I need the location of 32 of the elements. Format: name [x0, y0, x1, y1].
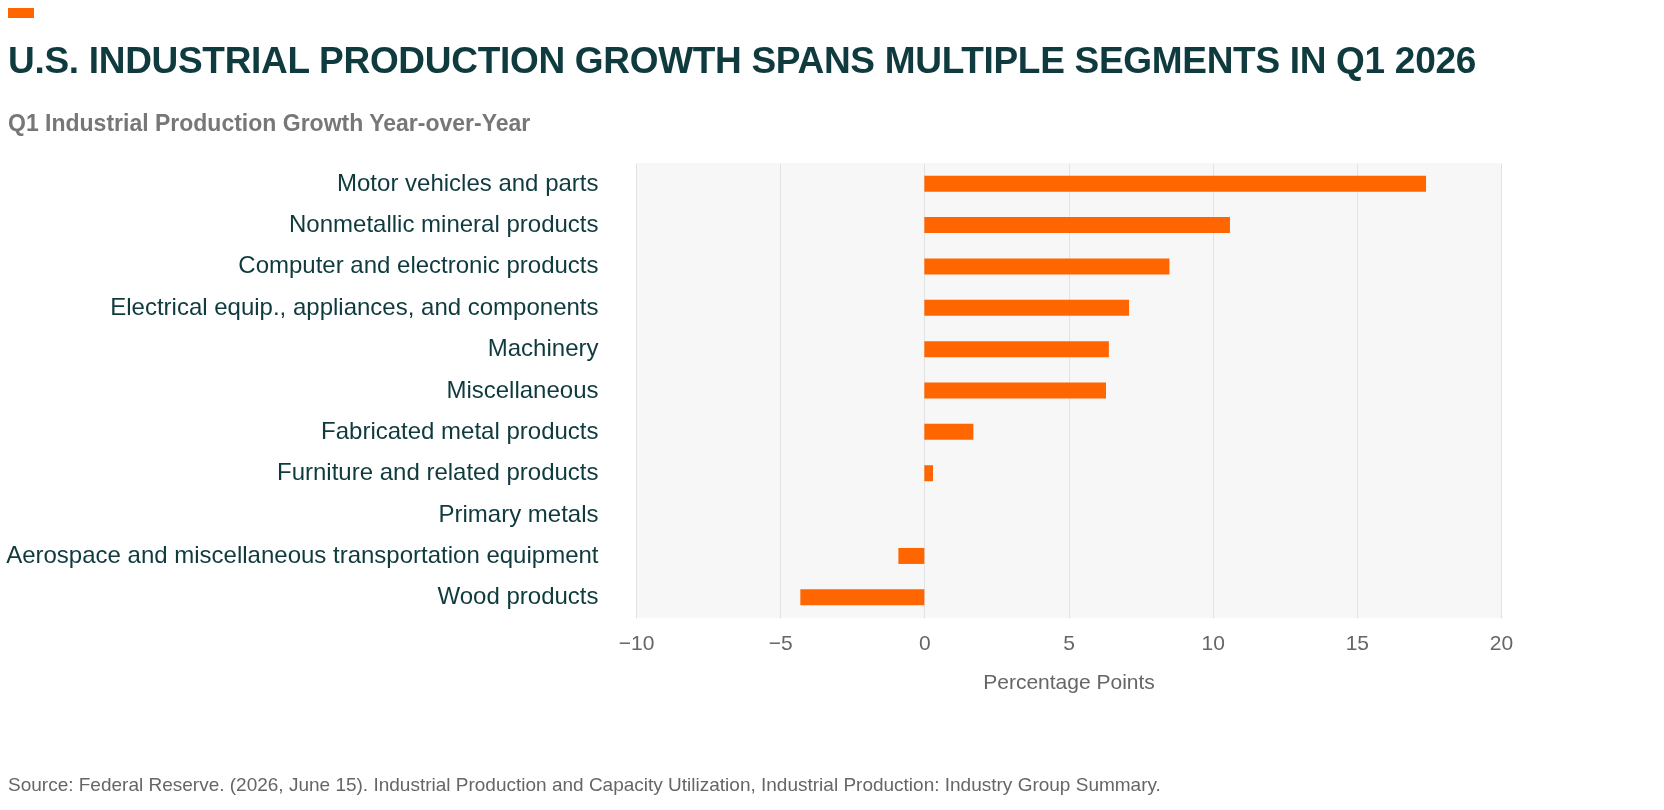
- bar: [924, 217, 1230, 234]
- x-tick-label: 10: [1201, 630, 1225, 654]
- y-tick-label: Machinery: [487, 334, 599, 362]
- bar: [924, 175, 1427, 192]
- y-tick-label: Motor vehicles and parts: [337, 168, 599, 196]
- y-tick-label: Miscellaneous: [446, 375, 599, 403]
- bar: [924, 465, 933, 482]
- bar: [924, 258, 1170, 275]
- bar: [800, 589, 925, 606]
- text: Q1 Industrial Production Growth Year-over-Year: [8, 110, 531, 137]
- y-tick-label: Nonmetallic mineral products: [289, 210, 599, 238]
- y-tick-label: Wood products: [437, 582, 599, 610]
- y-tick-label: Electrical equip., appliances, and components: [110, 292, 599, 320]
- y-tick-label: Fabricated metal products: [321, 416, 599, 444]
- x-tick-label: −5: [768, 630, 793, 654]
- chart-title: U.S. INDUSTRIAL PRODUCTION GROWTH SPANS MULTIPLE SEGMENTS IN Q1 2026: [8, 40, 1476, 82]
- bar: [924, 341, 1109, 358]
- bar: [924, 423, 974, 440]
- bar: [924, 382, 1106, 399]
- bar: [898, 547, 925, 564]
- y-tick-label: Computer and electronic products: [238, 251, 599, 279]
- y-tick-label: Aerospace and miscellaneous transportation equipment: [6, 540, 599, 568]
- x-tick-label: −10: [618, 630, 655, 654]
- source-note: Source: Federal Reserve. (2026, June 15). Industrial Production and Capacity Utilization, Industrial Production: Industry Group Summary.: [8, 774, 1161, 796]
- x-tick-label: 5: [1063, 630, 1075, 654]
- y-tick-label: Furniture and related products: [276, 458, 599, 486]
- y-tick-label: Primary metals: [438, 499, 599, 527]
- bar: [924, 299, 1130, 316]
- x-tick-label: 15: [1345, 630, 1370, 654]
- x-tick-label: 0: [918, 630, 931, 654]
- x-tick-label: 20: [1489, 630, 1514, 654]
- x-axis-title: Percentage Points: [983, 669, 1155, 693]
